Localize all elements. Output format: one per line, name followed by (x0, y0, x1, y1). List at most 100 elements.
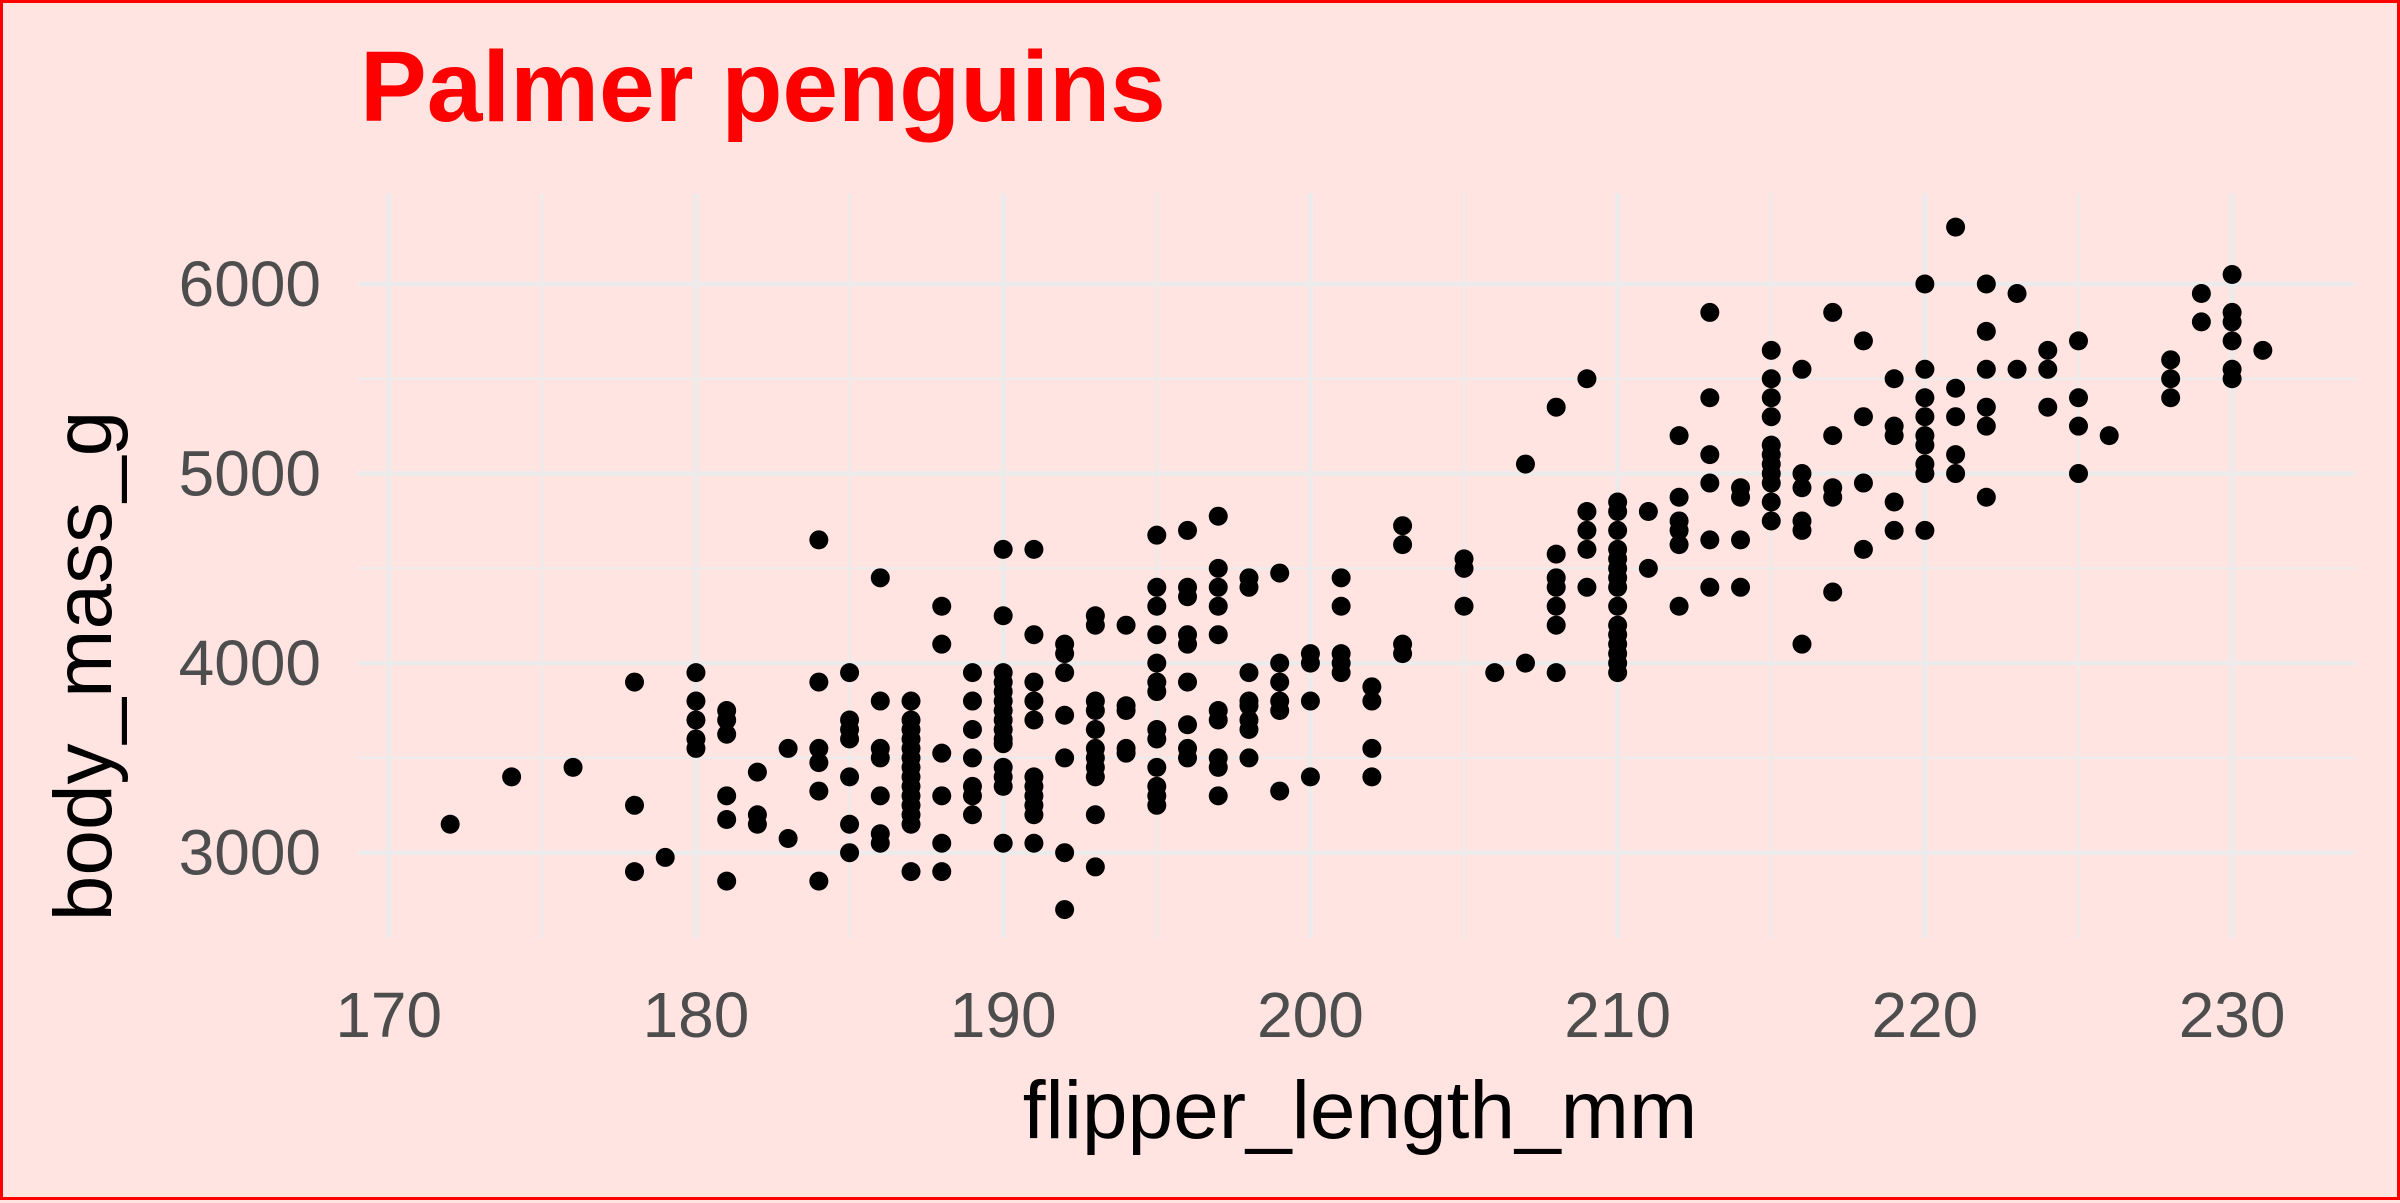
x-tick-label: 210 (1564, 979, 1671, 1051)
data-point (1239, 577, 1259, 597)
data-point (1116, 615, 1136, 635)
data-point (870, 748, 890, 768)
data-point (1362, 767, 1382, 787)
data-point (1761, 473, 1781, 493)
data-point (1608, 663, 1628, 683)
y-tick-label: 3000 (179, 817, 321, 889)
data-point (1761, 340, 1781, 360)
data-point (1055, 705, 1075, 725)
data-point (2099, 426, 2119, 446)
data-point (932, 862, 952, 882)
data-point (1546, 615, 1566, 635)
data-point (993, 539, 1013, 559)
y-tick-label: 4000 (179, 627, 321, 699)
data-point (1638, 558, 1658, 578)
data-point (1577, 539, 1597, 559)
data-point (1577, 520, 1597, 540)
data-point (932, 833, 952, 853)
y-axis-ticks: 3000 4000 5000 6000 (179, 248, 321, 889)
data-point (1976, 487, 1996, 507)
data-point (1792, 359, 1812, 379)
data-point (1546, 663, 1566, 683)
data-point (1669, 487, 1689, 507)
data-point (1731, 530, 1751, 550)
y-tick-label: 5000 (179, 438, 321, 510)
data-point (1147, 757, 1167, 777)
data-point (1700, 445, 1720, 465)
data-point (625, 672, 645, 692)
data-point (809, 672, 829, 692)
data-point (1485, 663, 1505, 683)
data-point (1024, 672, 1044, 692)
data-point (1147, 596, 1167, 616)
data-point (870, 568, 890, 588)
data-point (2222, 265, 2242, 285)
data-point (962, 663, 982, 683)
chart-title: Palmer penguins (360, 31, 1166, 143)
data-point (563, 757, 583, 777)
data-point (1915, 435, 1935, 455)
data-point (870, 833, 890, 853)
data-point (747, 814, 767, 834)
data-point (1608, 501, 1628, 521)
data-point (1700, 473, 1720, 493)
data-point (1915, 359, 1935, 379)
data-point (932, 743, 952, 763)
data-point (1946, 464, 1966, 484)
data-point (1853, 331, 1873, 351)
data-point (717, 786, 737, 806)
data-point (1055, 900, 1075, 920)
data-point (1915, 407, 1935, 427)
data-point (993, 606, 1013, 626)
data-point (1024, 691, 1044, 711)
data-point (1393, 516, 1413, 536)
data-point (1300, 767, 1320, 787)
data-point (1147, 729, 1167, 749)
data-point (1976, 416, 1996, 436)
data-point (1761, 511, 1781, 531)
data-point (2161, 369, 2181, 389)
data-point (1761, 407, 1781, 427)
data-point (1178, 520, 1198, 540)
data-point (1731, 487, 1751, 507)
data-point (1761, 388, 1781, 408)
data-point (1915, 274, 1935, 294)
data-point (2068, 388, 2088, 408)
data-point (1669, 535, 1689, 555)
data-point (1208, 710, 1228, 730)
data-point (1055, 843, 1075, 863)
x-tick-label: 220 (1871, 979, 1978, 1051)
y-axis-title: body_mass_g (38, 411, 129, 922)
data-point (1085, 615, 1105, 635)
data-point (1638, 501, 1658, 521)
data-point (1823, 582, 1843, 602)
data-point (686, 710, 706, 730)
data-point (993, 734, 1013, 754)
data-point (1884, 520, 1904, 540)
data-point (1147, 653, 1167, 673)
data-point (2068, 416, 2088, 436)
data-point (932, 634, 952, 654)
data-point (686, 738, 706, 758)
data-point (1208, 596, 1228, 616)
data-point (1331, 663, 1351, 683)
data-point (1178, 672, 1198, 692)
data-point (1853, 473, 1873, 493)
data-point (840, 729, 860, 749)
data-point (901, 862, 921, 882)
data-point (1147, 525, 1167, 545)
data-point (1055, 663, 1075, 683)
data-point (1792, 634, 1812, 654)
data-point (1976, 274, 1996, 294)
data-point (993, 833, 1013, 853)
data-point (1976, 321, 1996, 341)
data-point (1362, 738, 1382, 758)
data-point (1792, 464, 1812, 484)
data-point (1085, 701, 1105, 721)
data-point (1178, 634, 1198, 654)
data-point (1085, 805, 1105, 825)
data-point (1239, 748, 1259, 768)
data-point (1393, 644, 1413, 664)
data-point (625, 862, 645, 882)
data-point (1024, 710, 1044, 730)
